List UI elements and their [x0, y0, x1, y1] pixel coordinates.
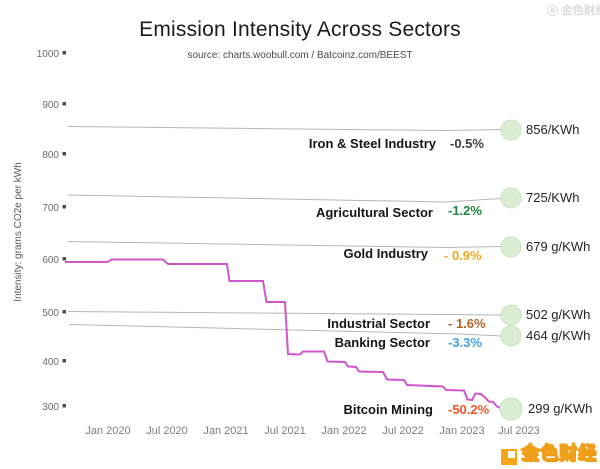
- sector-name: Agricultural Sector: [316, 205, 433, 220]
- sector-marker: [500, 304, 522, 326]
- sector-line: [69, 324, 502, 337]
- x-tick-label: Jul 2021: [264, 425, 306, 437]
- sector-line: [67, 241, 502, 249]
- sector-change: -3.3%: [448, 335, 482, 350]
- watermark-logo-icon: [547, 4, 558, 16]
- sector-row-agricultural: Agricultural Sector -1.2% 725/KWh: [67, 187, 579, 220]
- y-tick-label: 300: [42, 402, 59, 413]
- sector-name: Bitcoin Mining: [343, 402, 433, 417]
- x-tick-label: Jul 2023: [498, 425, 540, 437]
- sector-line: [67, 194, 502, 203]
- y-tick-marker: [62, 102, 66, 106]
- y-tick-label: 400: [42, 357, 59, 368]
- watermark-text: 金色财经: [561, 5, 600, 17]
- watermark-top: 金色财经: [547, 2, 600, 18]
- sector-name: Gold Industry: [344, 246, 429, 261]
- sector-row-bitcoin: Bitcoin Mining -50.2% 299 g/KWh: [343, 397, 592, 421]
- watermark-text: 金色财经: [520, 442, 597, 463]
- sector-change: -1.2%: [448, 203, 482, 218]
- sector-line: [67, 126, 502, 132]
- y-tick-label: 900: [42, 100, 59, 111]
- y-axis-ticks: 1000 900 800 700 600 500 400 300: [37, 49, 66, 413]
- y-tick-label: 700: [42, 203, 59, 214]
- x-tick-label: Jan 2020: [85, 425, 130, 437]
- sector-marker: [500, 119, 522, 141]
- watermark-logo-icon: [501, 449, 517, 465]
- sector-name: Industrial Sector: [327, 316, 430, 331]
- y-tick-label: 1000: [37, 49, 60, 60]
- sector-marker: [500, 187, 522, 209]
- y-tick-label: 600: [42, 255, 59, 266]
- sector-line: [67, 311, 502, 316]
- y-tick-marker: [62, 310, 66, 314]
- sector-row-industrial: Industrial Sector - 1.6% 502 g/KWh: [67, 304, 590, 331]
- sector-name: Banking Sector: [335, 335, 430, 350]
- bitcoin-mining-line: [65, 258, 505, 410]
- x-tick-label: Jan 2023: [439, 425, 484, 437]
- y-tick-marker: [62, 359, 66, 363]
- sector-row-banking: Banking Sector -3.3% 464 g/KWh: [69, 324, 590, 350]
- sector-value: 725/KWh: [526, 190, 579, 205]
- sector-marker: [500, 325, 522, 347]
- chart-title: Emission Intensity Across Sectors: [139, 18, 461, 41]
- sector-value: 464 g/KWh: [526, 328, 590, 343]
- sector-value: 856/KWh: [526, 122, 579, 137]
- sector-change: -50.2%: [448, 402, 490, 417]
- chart-source: source: charts.woobull.com / Batcoinz.co…: [187, 50, 413, 61]
- watermark-bottom: 金色财经: [501, 439, 597, 465]
- x-tick-label: Jan 2022: [321, 425, 366, 437]
- x-tick-label: Jul 2020: [146, 425, 188, 437]
- sector-row-gold: Gold Industry - 0.9% 679 g/KWh: [67, 236, 590, 263]
- sector-value: 679 g/KWh: [526, 239, 590, 254]
- y-tick-marker: [62, 51, 66, 55]
- y-tick-marker: [62, 205, 66, 209]
- y-tick-marker: [62, 257, 66, 261]
- sector-value: 299 g/KWh: [528, 401, 592, 416]
- y-tick-marker: [62, 152, 66, 156]
- sector-value: 502 g/KWh: [526, 307, 590, 322]
- sector-change: - 1.6%: [448, 316, 486, 331]
- y-axis-title: Intensity: grams CO2e per kWh: [13, 162, 24, 302]
- y-tick-label: 800: [42, 150, 59, 161]
- sector-marker: [499, 397, 523, 421]
- sector-marker: [500, 236, 522, 258]
- sector-row-iron-steel: Iron & Steel Industry -0.5% 856/KWh: [67, 119, 579, 151]
- y-tick-marker: [62, 404, 66, 408]
- x-axis-ticks: Jan 2020 Jul 2020 Jan 2021 Jul 2021 Jan …: [85, 425, 539, 437]
- y-tick-label: 500: [42, 308, 59, 319]
- x-tick-label: Jul 2022: [382, 425, 424, 437]
- sector-change: - 0.9%: [444, 248, 482, 263]
- sector-change: -0.5%: [450, 136, 484, 151]
- x-tick-label: Jan 2021: [203, 425, 248, 437]
- sector-name: Iron & Steel Industry: [309, 136, 437, 151]
